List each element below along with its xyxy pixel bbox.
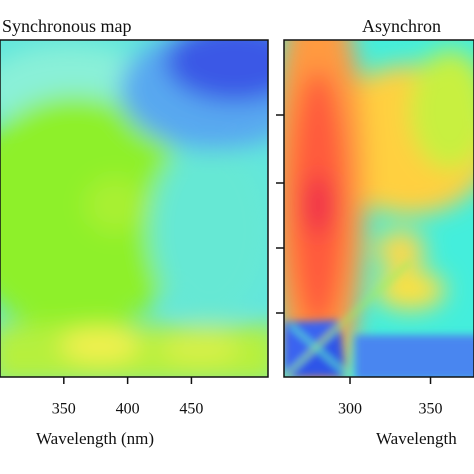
y-tick-marks <box>276 114 284 314</box>
plot-frame <box>283 39 474 378</box>
x-tick-label: 350 <box>52 401 76 418</box>
x-tick-label: 450 <box>179 401 203 418</box>
x-tick-label: 300 <box>338 401 362 418</box>
x-axis-label: Wavelength <box>376 429 457 448</box>
panel-title: Asynchron <box>362 16 441 36</box>
heatmap-field <box>0 40 268 377</box>
panel-title: Synchronous map <box>2 16 132 36</box>
plot-frame <box>0 39 269 378</box>
x-axis-label: Wavelength (nm) <box>36 429 154 448</box>
x-tick-label: 350 <box>419 401 443 418</box>
heatmap-field <box>284 40 474 377</box>
x-tick-label: 400 <box>116 401 140 418</box>
